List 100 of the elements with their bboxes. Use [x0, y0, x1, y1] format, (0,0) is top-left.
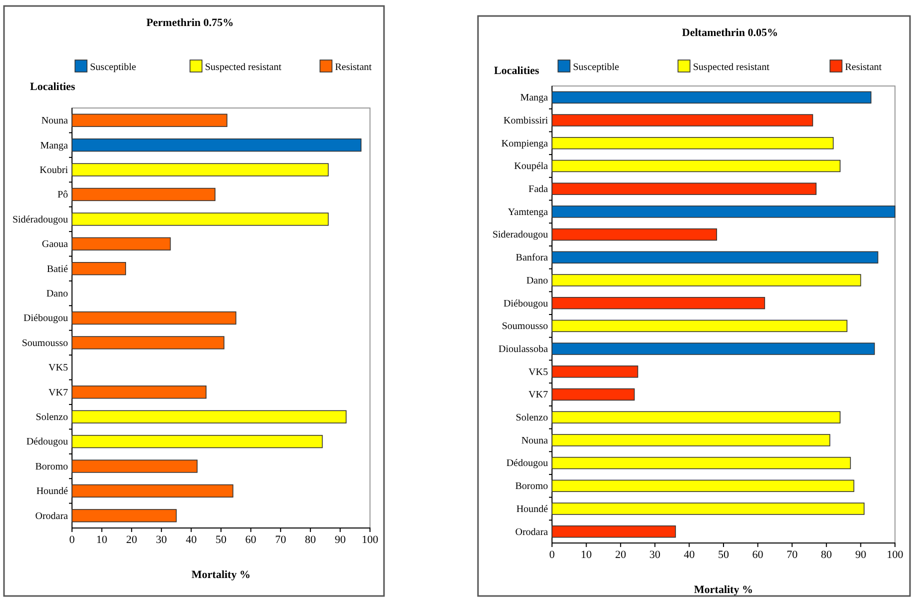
bar [552, 366, 638, 378]
y-tick-label: Houndé [516, 504, 549, 515]
y-axis-title: Localities [30, 81, 76, 93]
bar [72, 509, 177, 522]
x-tick-label: 40 [684, 548, 696, 561]
bar [552, 137, 834, 150]
legend-label: Suspected resistant [693, 62, 770, 73]
bar [552, 160, 841, 172]
y-tick-label: Manga [520, 92, 549, 104]
y-tick-label: Houndé [36, 486, 69, 498]
y-tick-label: Kombissiri [504, 115, 548, 126]
x-tick-label: 60 [752, 548, 764, 561]
bar [72, 386, 206, 399]
legend-label: Suspected resistant [205, 62, 282, 73]
bar [72, 484, 234, 498]
chart-title: Deltamethrin 0.05% [682, 27, 778, 39]
y-tick-label: Manga [40, 140, 69, 152]
bar [552, 182, 817, 195]
bar [72, 163, 329, 176]
x-tick-label: 20 [615, 548, 627, 561]
y-tick-label: Sidéradougou [12, 214, 68, 226]
bar [72, 114, 228, 127]
y-tick-label: Koubri [40, 164, 68, 176]
bar [72, 434, 323, 448]
y-tick-label: Pô [57, 190, 68, 201]
bar [552, 274, 862, 286]
y-tick-label: Boromo [35, 461, 68, 472]
x-tick-label: 10 [580, 548, 592, 561]
y-tick-label: VK7 [48, 387, 68, 398]
y-tick-label: Nouna [521, 435, 549, 446]
x-axis-title: Mortality % [694, 584, 753, 596]
bar [552, 91, 872, 104]
y-tick-label: Banfora [516, 252, 549, 264]
bar [72, 237, 171, 250]
y-tick-label: Dédougou [506, 458, 548, 470]
y-axis-title: Localities [494, 65, 540, 77]
bar [552, 296, 766, 310]
bar [552, 342, 875, 355]
bar [72, 212, 329, 226]
y-tick-label: Boromo [515, 481, 548, 492]
bar [552, 480, 854, 492]
bar [552, 525, 676, 538]
x-tick-label: 30 [156, 534, 168, 546]
y-tick-label: Dano [46, 288, 68, 300]
chart-title: Permethrin 0.75% [146, 17, 234, 29]
y-tick-label: Yamtenga [508, 206, 549, 218]
y-tick-label: Batié [46, 264, 69, 275]
bar [552, 456, 851, 470]
y-tick-label: Orodara [35, 510, 69, 522]
x-tick-label: 0 [69, 534, 76, 546]
y-tick-label: Fada [528, 184, 549, 196]
x-tick-label: 50 [718, 548, 730, 561]
bar [552, 206, 896, 218]
x-tick-label: 100 [886, 548, 904, 561]
bar [552, 411, 841, 424]
x-tick-label: 10 [96, 534, 108, 546]
y-tick-label: Diébougou [24, 313, 68, 324]
bar [552, 434, 830, 446]
x-tick-label: 60 [245, 534, 257, 546]
y-tick-label: Diébougou [504, 298, 548, 310]
bar [552, 228, 718, 241]
x-tick-label: 70 [275, 534, 287, 546]
bar [72, 262, 126, 276]
bar [72, 410, 347, 424]
legend-label: Resistant [335, 62, 372, 73]
bar [72, 138, 362, 152]
y-tick-label: Solenzo [36, 412, 68, 424]
y-tick-label: Koupéla [514, 161, 549, 172]
y-tick-label: Orodara [515, 526, 549, 538]
x-tick-label: 80 [304, 534, 316, 546]
legend-label: Resistant [845, 62, 882, 73]
x-tick-label: 0 [549, 548, 556, 561]
y-tick-label: Dédougou [26, 436, 68, 448]
y-tick-label: Sideradougou [492, 230, 548, 241]
x-tick-label: 80 [820, 548, 832, 561]
bar [552, 320, 848, 332]
bar [552, 251, 878, 264]
x-tick-label: 90 [855, 548, 867, 561]
y-tick-label: VK5 [528, 366, 548, 378]
bar [72, 336, 224, 350]
x-tick-label: 20 [126, 534, 138, 546]
y-tick-label: Gaoua [42, 239, 69, 250]
y-tick-label: Solenzo [516, 412, 548, 424]
legend-label: Susceptible [573, 62, 620, 73]
y-tick-label: VK7 [528, 390, 548, 401]
x-tick-label: 40 [186, 534, 198, 546]
x-tick-label: 50 [216, 534, 227, 546]
x-axis-title: Mortality % [192, 569, 250, 581]
y-tick-label: VK5 [48, 362, 68, 374]
bar [552, 388, 635, 401]
y-tick-label: Soumousso [22, 338, 68, 349]
y-tick-label: Soumousso [502, 321, 548, 332]
y-tick-label: Dano [526, 275, 548, 286]
x-tick-label: 90 [334, 534, 346, 546]
bar [72, 460, 198, 473]
bar [72, 311, 236, 325]
legend-label: Susceptible [90, 62, 137, 73]
y-tick-label: Dioulassoba [498, 344, 549, 355]
bar [552, 502, 865, 515]
x-tick-label: 100 [362, 534, 379, 546]
